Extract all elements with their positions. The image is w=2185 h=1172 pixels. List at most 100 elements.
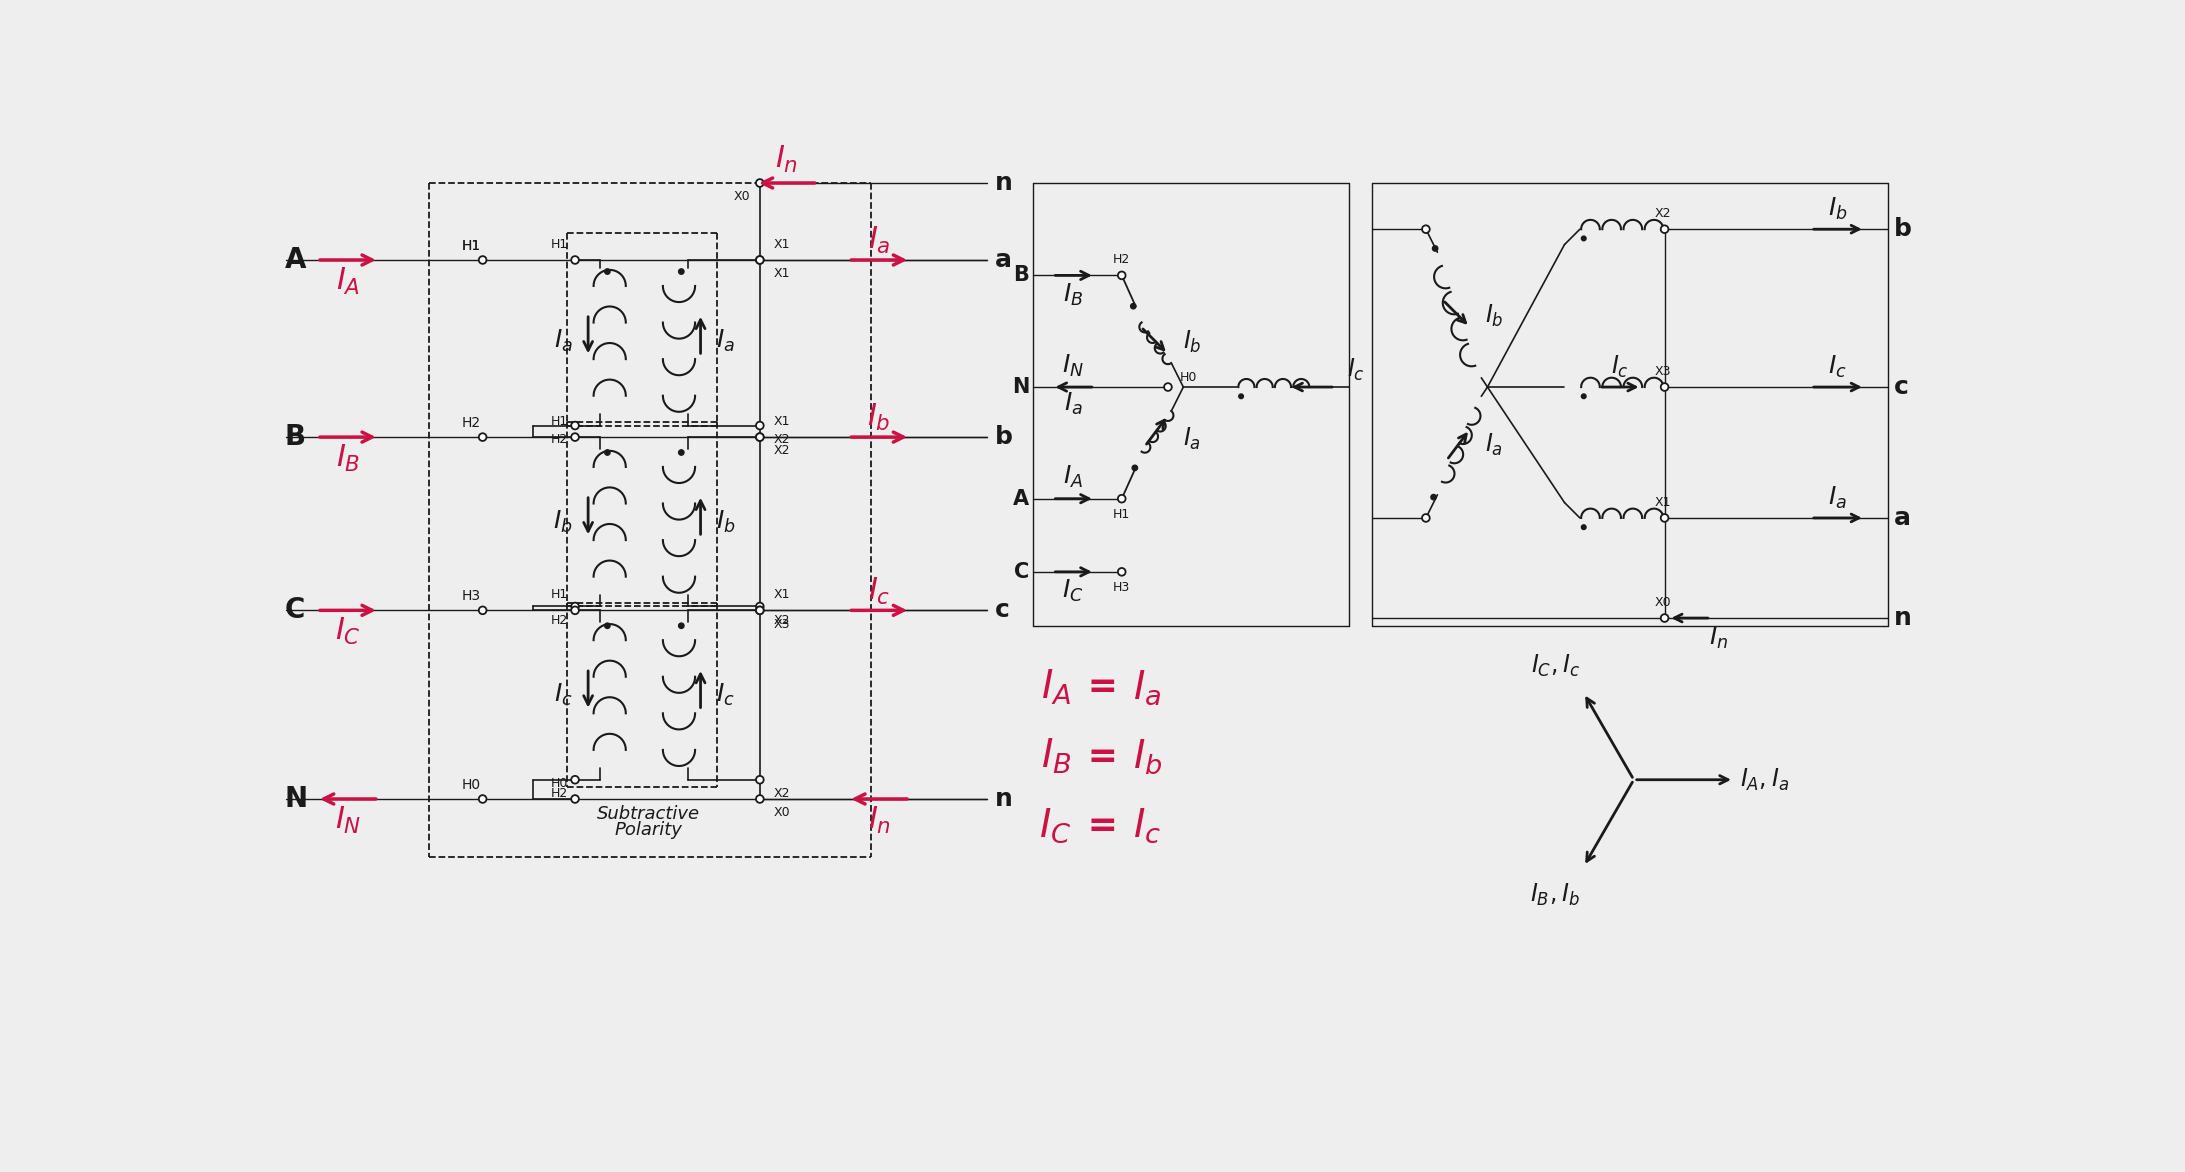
Circle shape <box>570 602 579 611</box>
Text: H0: H0 <box>1180 372 1197 384</box>
Circle shape <box>570 434 579 441</box>
Text: $I_N$: $I_N$ <box>334 805 361 836</box>
Text: $I_n$: $I_n$ <box>1709 625 1728 652</box>
Text: $I_n$: $I_n$ <box>776 144 798 176</box>
Circle shape <box>756 434 765 441</box>
Text: $I_B$: $I_B$ <box>1042 737 1071 776</box>
Circle shape <box>756 257 765 264</box>
Text: X1: X1 <box>773 238 791 251</box>
Circle shape <box>756 422 765 429</box>
Text: $I_a$: $I_a$ <box>867 225 891 257</box>
Text: c: c <box>994 599 1009 622</box>
Text: $I_b$: $I_b$ <box>717 509 736 534</box>
Circle shape <box>680 624 684 628</box>
Text: H1: H1 <box>461 239 481 253</box>
Text: $I_c$: $I_c$ <box>1610 354 1628 380</box>
Circle shape <box>1119 272 1125 279</box>
Text: H1: H1 <box>551 238 568 251</box>
Text: B: B <box>1014 265 1029 286</box>
Text: $I_C$: $I_C$ <box>1040 806 1071 845</box>
Circle shape <box>1132 465 1138 471</box>
Text: $I_C,I_c$: $I_C,I_c$ <box>1532 653 1580 680</box>
Text: X3: X3 <box>1654 366 1672 379</box>
Text: X2: X2 <box>773 614 791 627</box>
Text: X0: X0 <box>734 190 752 204</box>
Text: H1: H1 <box>1112 507 1130 520</box>
Text: X1: X1 <box>773 588 791 601</box>
Text: X2: X2 <box>773 432 791 445</box>
Text: $I_a$: $I_a$ <box>717 328 734 354</box>
Text: H2: H2 <box>551 432 568 445</box>
Text: $I_a$: $I_a$ <box>1184 425 1202 451</box>
Circle shape <box>570 257 579 264</box>
Circle shape <box>1582 525 1586 530</box>
Circle shape <box>1661 614 1669 622</box>
Text: $I_N$: $I_N$ <box>1062 353 1084 379</box>
Text: X2: X2 <box>773 444 791 457</box>
Circle shape <box>1433 246 1438 251</box>
Text: $I_c$: $I_c$ <box>1829 354 1846 380</box>
Text: H1: H1 <box>551 588 568 601</box>
Text: $I_A$: $I_A$ <box>336 266 361 297</box>
Text: $I_C$: $I_C$ <box>1062 578 1084 605</box>
Text: X3: X3 <box>773 618 791 631</box>
Text: $I_A$: $I_A$ <box>1042 668 1071 707</box>
Circle shape <box>680 268 684 274</box>
Text: n: n <box>994 171 1012 195</box>
Circle shape <box>756 606 765 614</box>
Text: $I_n$: $I_n$ <box>867 805 891 836</box>
Circle shape <box>1422 225 1429 233</box>
Circle shape <box>1582 394 1586 398</box>
Text: A: A <box>284 246 306 274</box>
Text: a: a <box>994 248 1012 272</box>
Text: $I_c$: $I_c$ <box>867 575 891 607</box>
Circle shape <box>1661 515 1669 522</box>
Circle shape <box>1661 225 1669 233</box>
Text: $I_c$: $I_c$ <box>1134 806 1162 845</box>
Circle shape <box>756 776 765 784</box>
Circle shape <box>570 776 579 784</box>
Text: N: N <box>284 785 308 813</box>
Text: H2: H2 <box>1112 253 1130 266</box>
Text: $I_b$: $I_b$ <box>867 402 891 434</box>
Text: =: = <box>1075 740 1130 774</box>
Text: $I_B$: $I_B$ <box>1064 281 1084 308</box>
Text: $I_b$: $I_b$ <box>1829 196 1849 223</box>
Circle shape <box>756 602 765 611</box>
Text: H1: H1 <box>461 239 481 253</box>
Text: $I_c$: $I_c$ <box>555 682 572 708</box>
Circle shape <box>756 434 765 441</box>
Text: =: = <box>1075 809 1130 843</box>
Text: $I_b$: $I_b$ <box>1486 302 1503 328</box>
Text: $I_c$: $I_c$ <box>717 682 734 708</box>
Circle shape <box>570 795 579 803</box>
Text: $I_A,I_a$: $I_A,I_a$ <box>1739 766 1790 792</box>
Circle shape <box>605 450 610 455</box>
Circle shape <box>756 606 765 614</box>
Circle shape <box>1165 383 1171 391</box>
Text: =: = <box>1075 670 1130 704</box>
Circle shape <box>479 606 487 614</box>
Text: $I_a$: $I_a$ <box>1829 485 1846 511</box>
Text: n: n <box>994 786 1012 811</box>
Circle shape <box>756 795 765 803</box>
Text: $I_b$: $I_b$ <box>1184 329 1202 355</box>
Circle shape <box>1119 568 1125 575</box>
Circle shape <box>756 179 765 186</box>
Text: H3: H3 <box>1112 581 1130 594</box>
Text: X1: X1 <box>773 415 791 428</box>
Text: Polarity: Polarity <box>614 820 682 839</box>
Text: $I_a$: $I_a$ <box>1486 431 1503 458</box>
Text: $I_C$: $I_C$ <box>334 616 361 647</box>
Text: a: a <box>1894 506 1912 530</box>
Text: $I_c$: $I_c$ <box>1346 357 1363 383</box>
Circle shape <box>1431 495 1436 499</box>
Text: H3: H3 <box>461 590 481 604</box>
Circle shape <box>1130 304 1136 309</box>
Text: A: A <box>1014 489 1029 509</box>
Circle shape <box>479 257 487 264</box>
Circle shape <box>756 257 765 264</box>
Text: H2: H2 <box>461 416 481 430</box>
Text: H0: H0 <box>551 777 568 790</box>
Circle shape <box>570 606 579 614</box>
